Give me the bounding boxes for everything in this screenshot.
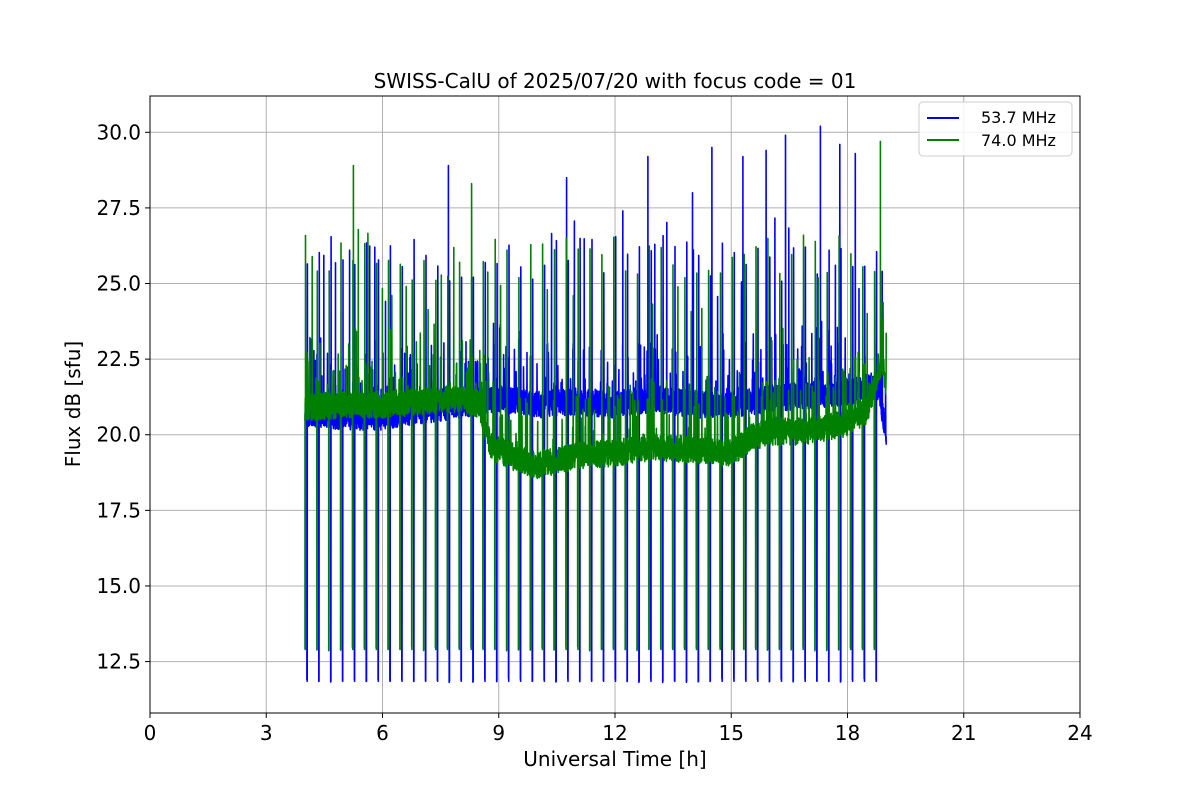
y-tick-label: 25.0: [96, 272, 141, 296]
legend-box: [918, 101, 1073, 157]
y-tick-label: 17.5: [96, 498, 141, 522]
y-axis-label: Flux dB [sfu]: [61, 341, 85, 467]
y-tick-label: 20.0: [96, 423, 141, 447]
x-tick-label: 15: [719, 721, 744, 745]
y-tick-label: 12.5: [96, 650, 141, 674]
ticks: 0 3 6 9 12 15 18 21 24 12.5 15.0 17.5 20.0 22.5 25.0 27…: [96, 120, 1092, 745]
x-tick-label: 3: [260, 721, 273, 745]
y-tick-label: 15.0: [96, 574, 141, 598]
x-tick-label: 6: [376, 721, 389, 745]
x-tick-label: 24: [1067, 721, 1092, 745]
y-tick-label: 22.5: [96, 347, 141, 371]
x-tick-label: 21: [951, 721, 976, 745]
x-tick-label: 12: [602, 721, 627, 745]
series-layer: [304, 125, 887, 684]
x-tick-label: 18: [835, 721, 860, 745]
legend-label-series-1: 53.7 MHz: [981, 108, 1056, 127]
x-axis-label: Universal Time [h]: [523, 747, 706, 771]
chart-title: SWISS-CalU of 2025/07/20 with focus code…: [374, 69, 857, 93]
legend-label-series-2: 74.0 MHz: [981, 131, 1056, 150]
y-tick-label: 30.0: [96, 120, 141, 144]
legend: 53.7 MHz 74.0 MHz: [918, 101, 1073, 157]
x-tick-label: 0: [144, 721, 157, 745]
series-line-2: [304, 140, 887, 652]
x-tick-label: 9: [492, 721, 505, 745]
y-tick-label: 27.5: [96, 196, 141, 220]
